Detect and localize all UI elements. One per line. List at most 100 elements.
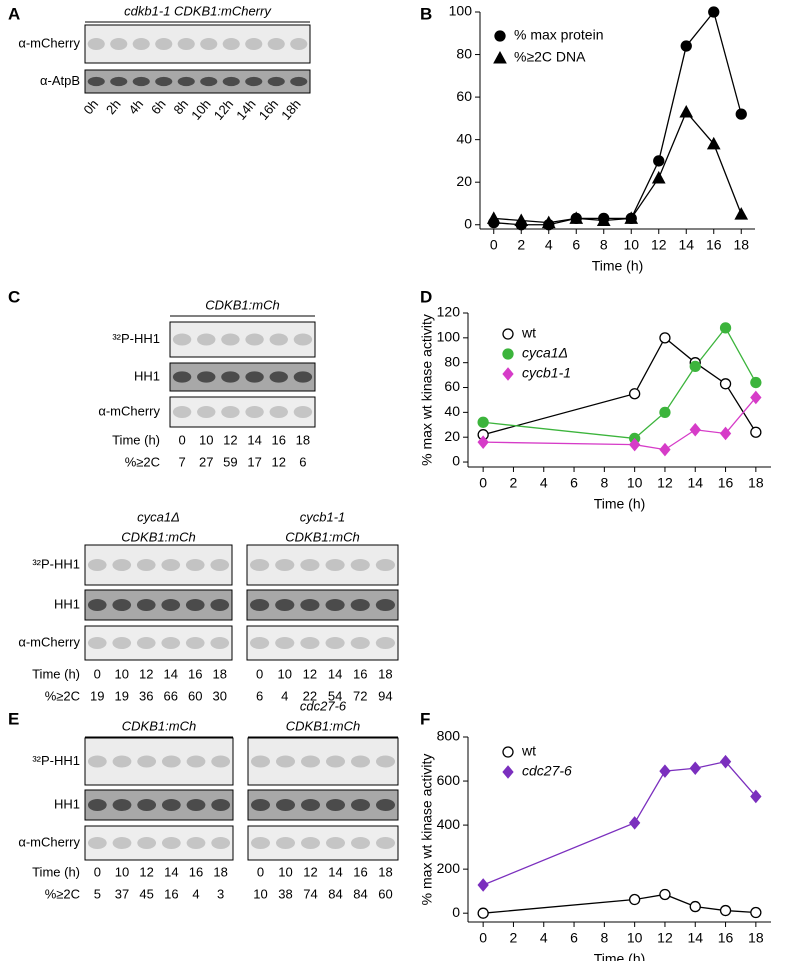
data-point — [750, 789, 762, 804]
row-label: ³²P-HH1 — [32, 556, 80, 571]
dna-value: 84 — [328, 886, 342, 901]
band — [250, 599, 270, 611]
band — [290, 76, 308, 87]
data-point — [629, 388, 641, 400]
x-axis-label: Time (h) — [594, 496, 646, 512]
blot-title: CDKB1:mCh — [285, 529, 359, 544]
dna-value: 6 — [299, 454, 306, 469]
time-value: 10 — [278, 864, 292, 879]
time-value: 16 — [188, 666, 202, 681]
y-tick-label: 400 — [437, 816, 461, 832]
data-point — [477, 907, 489, 919]
x-tick-label: 10 — [627, 475, 643, 491]
blot-title: CDKB1:mCh — [122, 718, 196, 733]
band — [326, 799, 345, 811]
legend-marker — [502, 367, 514, 381]
data-point — [541, 215, 556, 229]
y-tick-label: 100 — [437, 329, 461, 345]
x-axis-label: Time (h) — [592, 258, 644, 274]
x-tick-label: 6 — [572, 237, 580, 253]
band — [290, 38, 308, 50]
band — [112, 599, 132, 611]
y-tick-label: 100 — [449, 3, 473, 19]
time-label: Time (h) — [32, 666, 80, 681]
dna-value: 30 — [213, 688, 227, 703]
band — [87, 755, 107, 768]
time-value: 18 — [378, 666, 392, 681]
band — [177, 76, 195, 87]
dna-value: 60 — [188, 688, 202, 703]
time-label: Time (h) — [32, 864, 80, 879]
band — [185, 559, 205, 571]
blot-strip — [84, 544, 233, 586]
blot-strip — [84, 589, 233, 621]
blot-strip — [84, 24, 311, 64]
band — [269, 371, 288, 383]
band — [172, 333, 192, 346]
time-value: 10 — [115, 864, 129, 879]
x-tick-label: 16 — [706, 237, 722, 253]
band — [161, 799, 181, 811]
blot-strip — [84, 825, 234, 861]
band — [350, 637, 370, 649]
band — [87, 799, 107, 811]
data-point — [708, 6, 720, 18]
dna-value: 4 — [281, 688, 288, 703]
panel-label: F — [420, 709, 430, 728]
data-point — [477, 435, 489, 449]
row-label: HH1 — [134, 368, 160, 383]
data-point — [734, 207, 749, 220]
blot-strip — [84, 737, 234, 786]
band — [326, 755, 345, 768]
x-tick-label: 18 — [733, 237, 749, 253]
panel-label: C — [8, 287, 20, 306]
dna-value: 4 — [192, 886, 199, 901]
y-tick-label: 80 — [444, 353, 460, 369]
row-label: ³²P-HH1 — [112, 331, 160, 346]
band — [161, 637, 181, 649]
data-point — [659, 764, 671, 778]
data-point — [653, 155, 665, 167]
y-tick-label: 20 — [444, 428, 460, 444]
band — [155, 76, 173, 87]
band — [112, 837, 132, 849]
dna-value: 74 — [303, 886, 317, 901]
x-tick-label: 0 — [479, 930, 487, 946]
band — [301, 799, 320, 811]
y-axis-label: % max wt kinase activity — [419, 754, 435, 906]
panel-label: E — [8, 709, 19, 728]
time-value: 0 — [94, 864, 101, 879]
band — [112, 799, 132, 811]
data-point — [659, 442, 671, 457]
time-label: Time (h) — [112, 432, 160, 447]
blot-strip — [247, 737, 399, 786]
band — [161, 599, 181, 611]
time-value: 0 — [256, 666, 263, 681]
data-point — [750, 376, 762, 389]
band — [250, 637, 270, 649]
y-tick-label: 120 — [437, 304, 461, 320]
band — [197, 333, 216, 346]
panel-label: B — [420, 4, 432, 23]
band — [186, 837, 206, 849]
band — [161, 837, 181, 849]
band — [210, 559, 230, 571]
band — [222, 76, 240, 87]
band — [197, 406, 216, 418]
band — [326, 837, 345, 849]
band — [350, 559, 370, 571]
band — [136, 637, 156, 649]
time-value: 12 — [223, 432, 237, 447]
x-tick-label: 18 — [748, 930, 764, 946]
band — [375, 559, 395, 571]
data-point — [624, 211, 639, 224]
row-label: α-mCherry — [18, 834, 80, 849]
band — [136, 559, 156, 571]
band — [137, 837, 157, 849]
series-line — [483, 397, 757, 451]
data-point — [629, 893, 641, 906]
data-point — [659, 406, 671, 419]
time-value: 18 — [378, 864, 392, 879]
y-tick-label: 40 — [444, 403, 460, 419]
data-point — [719, 426, 732, 441]
